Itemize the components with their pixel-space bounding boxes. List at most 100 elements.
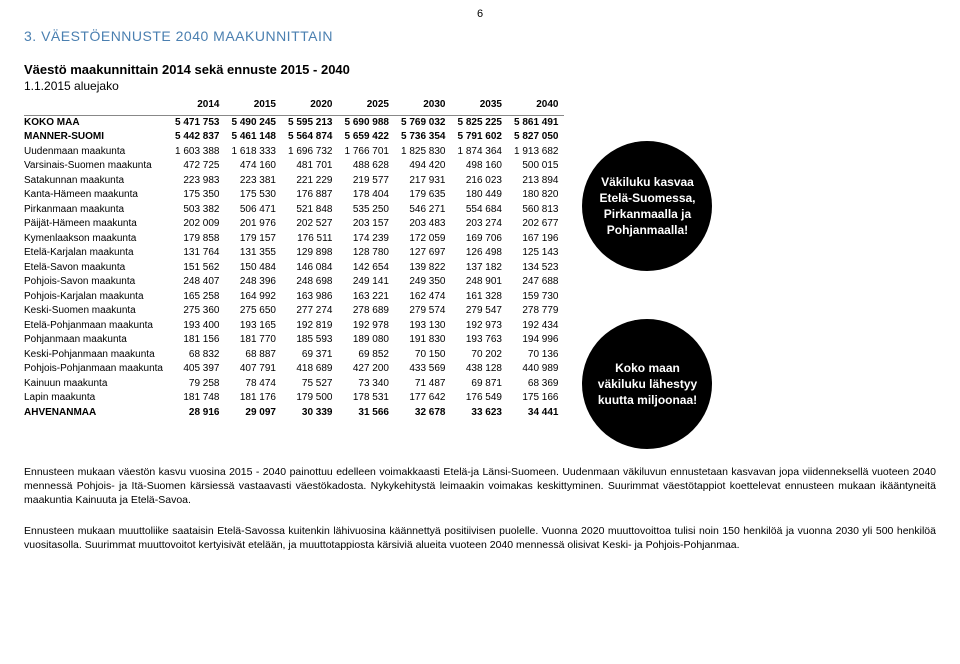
cell-value: 5 861 491 <box>508 115 565 130</box>
col-year: 2040 <box>508 99 565 115</box>
cell-value: 139 822 <box>395 261 452 276</box>
cell-value: 28 916 <box>169 406 226 421</box>
cell-value: 180 820 <box>508 188 565 203</box>
cell-value: 223 381 <box>225 174 282 189</box>
cell-value: 1 766 701 <box>338 145 395 160</box>
cell-value: 134 523 <box>508 261 565 276</box>
cell-value: 162 474 <box>395 290 452 305</box>
cell-value: 129 898 <box>282 246 339 261</box>
cell-region: Kymenlaakson maakunta <box>24 232 169 247</box>
cell-region: Kanta-Hämeen maakunta <box>24 188 169 203</box>
cell-value: 474 160 <box>225 159 282 174</box>
table-row: Pohjois-Savon maakunta248 407248 396248 … <box>24 275 564 290</box>
cell-value: 472 725 <box>169 159 226 174</box>
cell-region: Päijät-Hämeen maakunta <box>24 217 169 232</box>
cell-value: 219 577 <box>338 174 395 189</box>
cell-value: 535 250 <box>338 203 395 218</box>
cell-value: 5 564 874 <box>282 130 339 145</box>
cell-value: 418 689 <box>282 362 339 377</box>
cell-value: 5 471 753 <box>169 115 226 130</box>
cell-value: 159 730 <box>508 290 565 305</box>
cell-value: 176 511 <box>282 232 339 247</box>
cell-region: Pirkanmaan maakunta <box>24 203 169 218</box>
table-subtitle: 1.1.2015 aluejako <box>24 79 936 93</box>
table-row: Keski-Suomen maakunta275 360275 650277 2… <box>24 304 564 319</box>
cell-value: 151 562 <box>169 261 226 276</box>
table-row: Keski-Pohjanmaan maakunta68 83268 88769 … <box>24 348 564 363</box>
cell-value: 179 157 <box>225 232 282 247</box>
cell-value: 78 474 <box>225 377 282 392</box>
callout-bubble-growth: Väkiluku kasvaa Etelä-Suomessa, Pirkanma… <box>582 141 712 271</box>
cell-value: 433 569 <box>395 362 452 377</box>
cell-value: 438 128 <box>451 362 508 377</box>
cell-value: 185 593 <box>282 333 339 348</box>
cell-value: 69 871 <box>451 377 508 392</box>
table-title: Väestö maakunnittain 2014 sekä ennuste 2… <box>24 62 936 77</box>
cell-value: 277 274 <box>282 304 339 319</box>
cell-value: 172 059 <box>395 232 452 247</box>
cell-value: 249 141 <box>338 275 395 290</box>
table-row: Uudenmaan maakunta1 603 3881 618 3331 69… <box>24 145 564 160</box>
table-row: Kanta-Hämeen maakunta175 350175 530176 8… <box>24 188 564 203</box>
cell-value: 150 484 <box>225 261 282 276</box>
cell-value: 192 434 <box>508 319 565 334</box>
cell-value: 503 382 <box>169 203 226 218</box>
cell-value: 165 258 <box>169 290 226 305</box>
cell-region: Kainuun maakunta <box>24 377 169 392</box>
cell-value: 498 160 <box>451 159 508 174</box>
col-year: 2035 <box>451 99 508 115</box>
table-row: Kainuun maakunta79 25878 47475 52773 340… <box>24 377 564 392</box>
cell-value: 407 791 <box>225 362 282 377</box>
cell-region: Pohjois-Savon maakunta <box>24 275 169 290</box>
cell-value: 179 500 <box>282 391 339 406</box>
col-year: 2030 <box>395 99 452 115</box>
cell-region: Etelä-Pohjanmaan maakunta <box>24 319 169 334</box>
cell-value: 203 157 <box>338 217 395 232</box>
cell-value: 167 196 <box>508 232 565 247</box>
paragraph-2: Ennusteen mukaan muuttoliike saataisin E… <box>24 524 936 552</box>
cell-value: 33 623 <box>451 406 508 421</box>
cell-value: 70 136 <box>508 348 565 363</box>
cell-value: 202 009 <box>169 217 226 232</box>
cell-value: 427 200 <box>338 362 395 377</box>
cell-value: 203 483 <box>395 217 452 232</box>
cell-value: 213 894 <box>508 174 565 189</box>
cell-value: 180 449 <box>451 188 508 203</box>
cell-value: 1 618 333 <box>225 145 282 160</box>
table-row: MANNER-SUOMI5 442 8375 461 1485 564 8745… <box>24 130 564 145</box>
cell-region: Varsinais-Suomen maakunta <box>24 159 169 174</box>
cell-value: 142 654 <box>338 261 395 276</box>
cell-value: 79 258 <box>169 377 226 392</box>
cell-value: 5 595 213 <box>282 115 339 130</box>
cell-value: 278 779 <box>508 304 565 319</box>
cell-value: 488 628 <box>338 159 395 174</box>
cell-value: 68 887 <box>225 348 282 363</box>
cell-value: 69 852 <box>338 348 395 363</box>
table-row: Pohjois-Karjalan maakunta165 258164 9921… <box>24 290 564 305</box>
cell-value: 481 701 <box>282 159 339 174</box>
cell-value: 5 791 602 <box>451 130 508 145</box>
cell-value: 5 690 988 <box>338 115 395 130</box>
paragraph-1: Ennusteen mukaan väestön kasvu vuosina 2… <box>24 465 936 508</box>
table-row: AHVENANMAA28 91629 09730 33931 56632 678… <box>24 406 564 421</box>
cell-value: 405 397 <box>169 362 226 377</box>
cell-value: 554 684 <box>451 203 508 218</box>
cell-value: 275 360 <box>169 304 226 319</box>
cell-value: 128 780 <box>338 246 395 261</box>
cell-value: 169 706 <box>451 232 508 247</box>
cell-value: 178 404 <box>338 188 395 203</box>
cell-value: 202 527 <box>282 217 339 232</box>
cell-value: 5 442 837 <box>169 130 226 145</box>
cell-value: 506 471 <box>225 203 282 218</box>
cell-value: 68 369 <box>508 377 565 392</box>
cell-value: 70 202 <box>451 348 508 363</box>
page-number: 6 <box>477 8 483 20</box>
cell-value: 560 813 <box>508 203 565 218</box>
document-page: 6 3. VÄESTÖENNUSTE 2040 MAAKUNNITTAIN Vä… <box>0 0 960 664</box>
cell-region: Keski-Suomen maakunta <box>24 304 169 319</box>
cell-value: 175 166 <box>508 391 565 406</box>
cell-value: 175 350 <box>169 188 226 203</box>
table-row: Pirkanmaan maakunta503 382506 471521 848… <box>24 203 564 218</box>
cell-value: 247 688 <box>508 275 565 290</box>
cell-value: 248 698 <box>282 275 339 290</box>
